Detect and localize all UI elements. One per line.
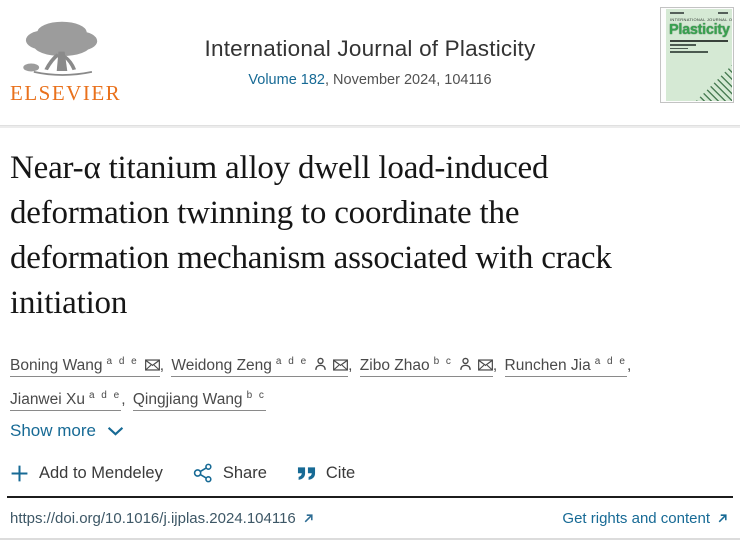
- journal-issue-line: Volume 182, November 2024, 104116: [120, 72, 620, 88]
- author-name: Jianwei Xu: [10, 391, 85, 409]
- get-rights-link[interactable]: Get rights and content: [562, 510, 728, 527]
- author-separator: ,: [159, 357, 169, 375]
- cover-title: Plasticity: [669, 22, 730, 38]
- add-to-mendeley-label: Add to Mendeley: [39, 463, 163, 482]
- author-affiliations: a d e: [275, 356, 309, 367]
- cover-corner-stripes: [696, 65, 732, 101]
- author-link[interactable]: Zibo Zhao b c: [359, 356, 493, 378]
- envelope-icon: [144, 359, 160, 371]
- volume-link[interactable]: Volume 182: [248, 72, 325, 88]
- author-link[interactable]: Runchen Jia a d e: [504, 356, 627, 378]
- author-affiliations: a d e: [88, 390, 122, 402]
- author-name: Weidong Zeng: [171, 357, 272, 375]
- author-affiliations: b c: [433, 356, 453, 367]
- author-separator: ,: [121, 391, 130, 409]
- envelope-icon: [333, 359, 349, 371]
- north-east-arrow-icon: [718, 514, 727, 523]
- cover-rule: [670, 40, 728, 42]
- bottom-divider: [0, 538, 740, 540]
- author-link[interactable]: Jianwei Xu a d e: [10, 390, 122, 412]
- journal-cover-thumbnail[interactable]: INTERNATIONAL JOURNAL OF Plasticity: [660, 7, 734, 103]
- doi-text: https://doi.org/10.1016/j.ijplas.2024.10…: [10, 510, 296, 527]
- show-more-label: Show more: [10, 421, 96, 440]
- elsevier-wordmark: ELSEVIER: [10, 81, 122, 105]
- journal-title[interactable]: International Journal of Plasticity: [204, 36, 536, 61]
- content-divider: [7, 496, 733, 498]
- north-east-arrow-icon: [304, 514, 313, 523]
- author-link[interactable]: Weidong Zeng a d e: [171, 356, 349, 378]
- journal-banner: International Journal of Plasticity Volu…: [120, 36, 620, 88]
- action-toolbar: Add to Mendeley Share Cite: [10, 463, 355, 483]
- author-link[interactable]: Boning Wang a d e: [10, 356, 160, 378]
- author-name: Boning Wang: [10, 357, 103, 375]
- author-affiliations: a d e: [106, 356, 139, 367]
- add-to-mendeley-button[interactable]: Add to Mendeley: [10, 464, 163, 483]
- double-quote-icon: [297, 466, 315, 480]
- cite-label: Cite: [325, 463, 356, 482]
- chevron-down-icon: [107, 427, 124, 436]
- header-divider: [0, 125, 740, 128]
- doi-link[interactable]: https://doi.org/10.1016/j.ijplas.2024.10…: [10, 510, 314, 527]
- author-icons: [453, 357, 493, 374]
- author-name: Runchen Jia: [504, 357, 591, 375]
- plus-icon: [11, 465, 28, 481]
- author-icons: [139, 357, 160, 374]
- author-separator: ,: [348, 357, 357, 375]
- show-more-button[interactable]: Show more: [10, 421, 124, 441]
- elsevier-logo[interactable]: ELSEVIER: [10, 18, 122, 106]
- person-icon: [315, 357, 326, 371]
- author-affiliations: b c: [246, 390, 266, 402]
- envelope-icon: [477, 359, 493, 371]
- cover-masthead: INTERNATIONAL JOURNAL OF: [670, 17, 732, 22]
- article-title: Near-α titanium alloy dwell load-induced…: [10, 150, 612, 321]
- author-name: Qingjiang Wang: [132, 391, 243, 409]
- author-name: Zibo Zhao: [359, 357, 430, 375]
- person-icon: [460, 357, 471, 371]
- elsevier-tree-icon: [23, 21, 98, 76]
- author-icons: [308, 357, 349, 374]
- author-affiliations: a d e: [594, 356, 627, 367]
- author-link[interactable]: Qingjiang Wang b c: [132, 390, 266, 412]
- get-rights-label: Get rights and content: [562, 510, 710, 527]
- share-nodes-icon: [193, 463, 212, 483]
- issue-info: , November 2024, 104116: [324, 72, 492, 88]
- author-list: Boning Wang a d e , Weidong Zeng a d e , Z…: [10, 347, 665, 415]
- cite-button[interactable]: Cite: [297, 464, 355, 483]
- cover-decorative-lines: [666, 44, 732, 53]
- author-separator: ,: [626, 357, 632, 375]
- share-button[interactable]: Share: [193, 463, 267, 483]
- author-separator: ,: [492, 357, 502, 375]
- footer-links: https://doi.org/10.1016/j.ijplas.2024.10…: [10, 510, 728, 527]
- cover-decorative-lines: [670, 12, 728, 14]
- journal-cover-art: INTERNATIONAL JOURNAL OF Plasticity: [666, 9, 732, 101]
- share-label: Share: [222, 463, 267, 482]
